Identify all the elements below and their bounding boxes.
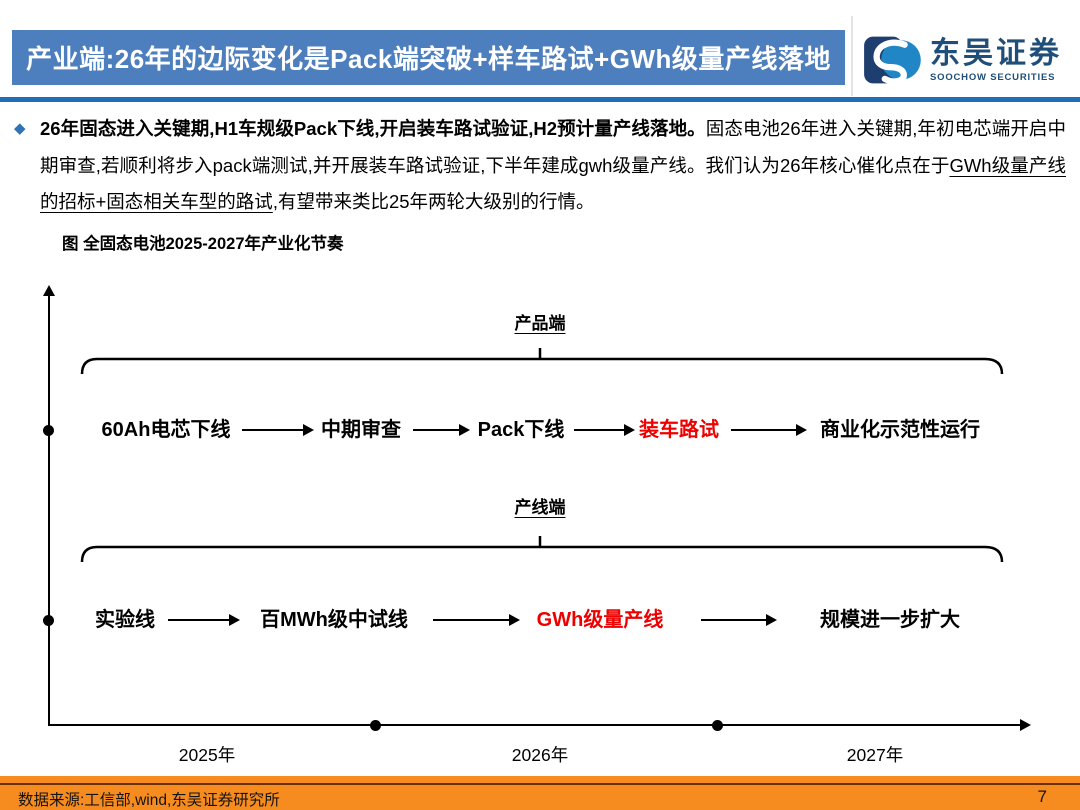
- header-divider-line: [0, 97, 1080, 102]
- bullet-diamond-icon: ◆: [14, 120, 26, 137]
- line-bracket: [80, 536, 1004, 563]
- flow-arrow: [574, 424, 635, 436]
- flow-arrow: [701, 614, 777, 626]
- summary-regular-text-2: ,有望带来类比25年两轮大级别的行情。: [272, 191, 595, 212]
- product-step-3: Pack下线: [477, 419, 565, 441]
- line-step-3-highlight: GWh级量产线: [536, 609, 664, 631]
- flow-arrow: [413, 424, 470, 436]
- product-step-5: 商业化示范性运行: [820, 419, 980, 441]
- logo-name-cn: 东吴证券: [930, 36, 1062, 70]
- line-step-4: 规模进一步扩大: [820, 609, 960, 631]
- summary-bold-text: 26年固态进入关键期,H1车规级Pack下线,开启装车路试验证,H2预计量产线落…: [40, 118, 706, 139]
- y-axis-dot-line: [43, 615, 54, 626]
- x-axis-arrow-icon: [1020, 719, 1031, 731]
- group-label-line: 产线端: [514, 498, 566, 517]
- line-step-1: 实验线: [95, 609, 155, 631]
- figure-title: 图 全固态电池2025-2027年产业化节奏: [62, 235, 344, 253]
- y-axis-dot-product: [43, 425, 54, 436]
- y-axis-line: [48, 294, 50, 726]
- year-label-2026: 2026年: [511, 745, 569, 765]
- flow-arrow: [168, 614, 240, 626]
- product-bracket: [80, 348, 1004, 375]
- company-logo: 东吴证券 SOOCHOW SECURITIES: [863, 33, 1062, 87]
- summary-paragraph: 26年固态进入关键期,H1车规级Pack下线,开启装车路试验证,H2预计量产线落…: [40, 111, 1066, 221]
- header-edge-divider: [851, 16, 853, 96]
- x-axis-dot-1: [370, 720, 381, 731]
- group-label-product: 产品端: [514, 314, 566, 333]
- flow-arrow: [731, 424, 807, 436]
- data-source-text: 数据来源:工信部,wind,东吴证券研究所: [18, 792, 280, 809]
- footer-bar: 数据来源:工信部,wind,东吴证券研究所 7: [0, 776, 1080, 810]
- year-label-2025: 2025年: [178, 745, 236, 765]
- line-step-2: 百MWh级中试线: [260, 609, 408, 631]
- flow-arrow: [242, 424, 314, 436]
- summary-regular-text: 固态电池26年进入关键期,年初电芯端开启中期审查,若顺利将步入pack端测试,并…: [40, 118, 1066, 176]
- summary-underlined-text: GWh级量产线的招标+固态相关车型的路试: [40, 154, 1066, 213]
- footer-divider-line: [0, 783, 1080, 785]
- product-step-1: 60Ah电芯下线: [101, 419, 231, 441]
- page-number: 7: [1037, 787, 1047, 806]
- y-axis-arrow-icon: [43, 285, 55, 296]
- product-step-2: 中期审查: [321, 419, 401, 441]
- slide-title: 产业端:26年的边际变化是Pack端突破+样车路试+GWh级量产线落地: [26, 44, 831, 74]
- logo-name-en: SOOCHOW SECURITIES: [930, 72, 1056, 84]
- soochow-logo-icon: [864, 36, 921, 85]
- x-axis-dot-2: [712, 720, 723, 731]
- logo-text: 东吴证券 SOOCHOW SECURITIES: [930, 37, 1062, 84]
- year-label-2027: 2027年: [846, 745, 904, 765]
- x-axis-line: [48, 724, 1022, 726]
- product-step-4-highlight: 装车路试: [639, 419, 719, 441]
- slide-title-banner: 产业端:26年的边际变化是Pack端突破+样车路试+GWh级量产线落地: [12, 30, 845, 85]
- flow-arrow: [433, 614, 520, 626]
